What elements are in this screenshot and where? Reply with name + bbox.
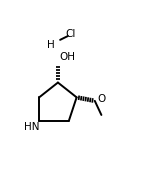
Text: HN: HN: [24, 122, 40, 132]
Text: O: O: [97, 94, 105, 104]
Text: Cl: Cl: [65, 29, 76, 39]
Text: H: H: [47, 40, 55, 50]
Text: OH: OH: [60, 52, 76, 62]
